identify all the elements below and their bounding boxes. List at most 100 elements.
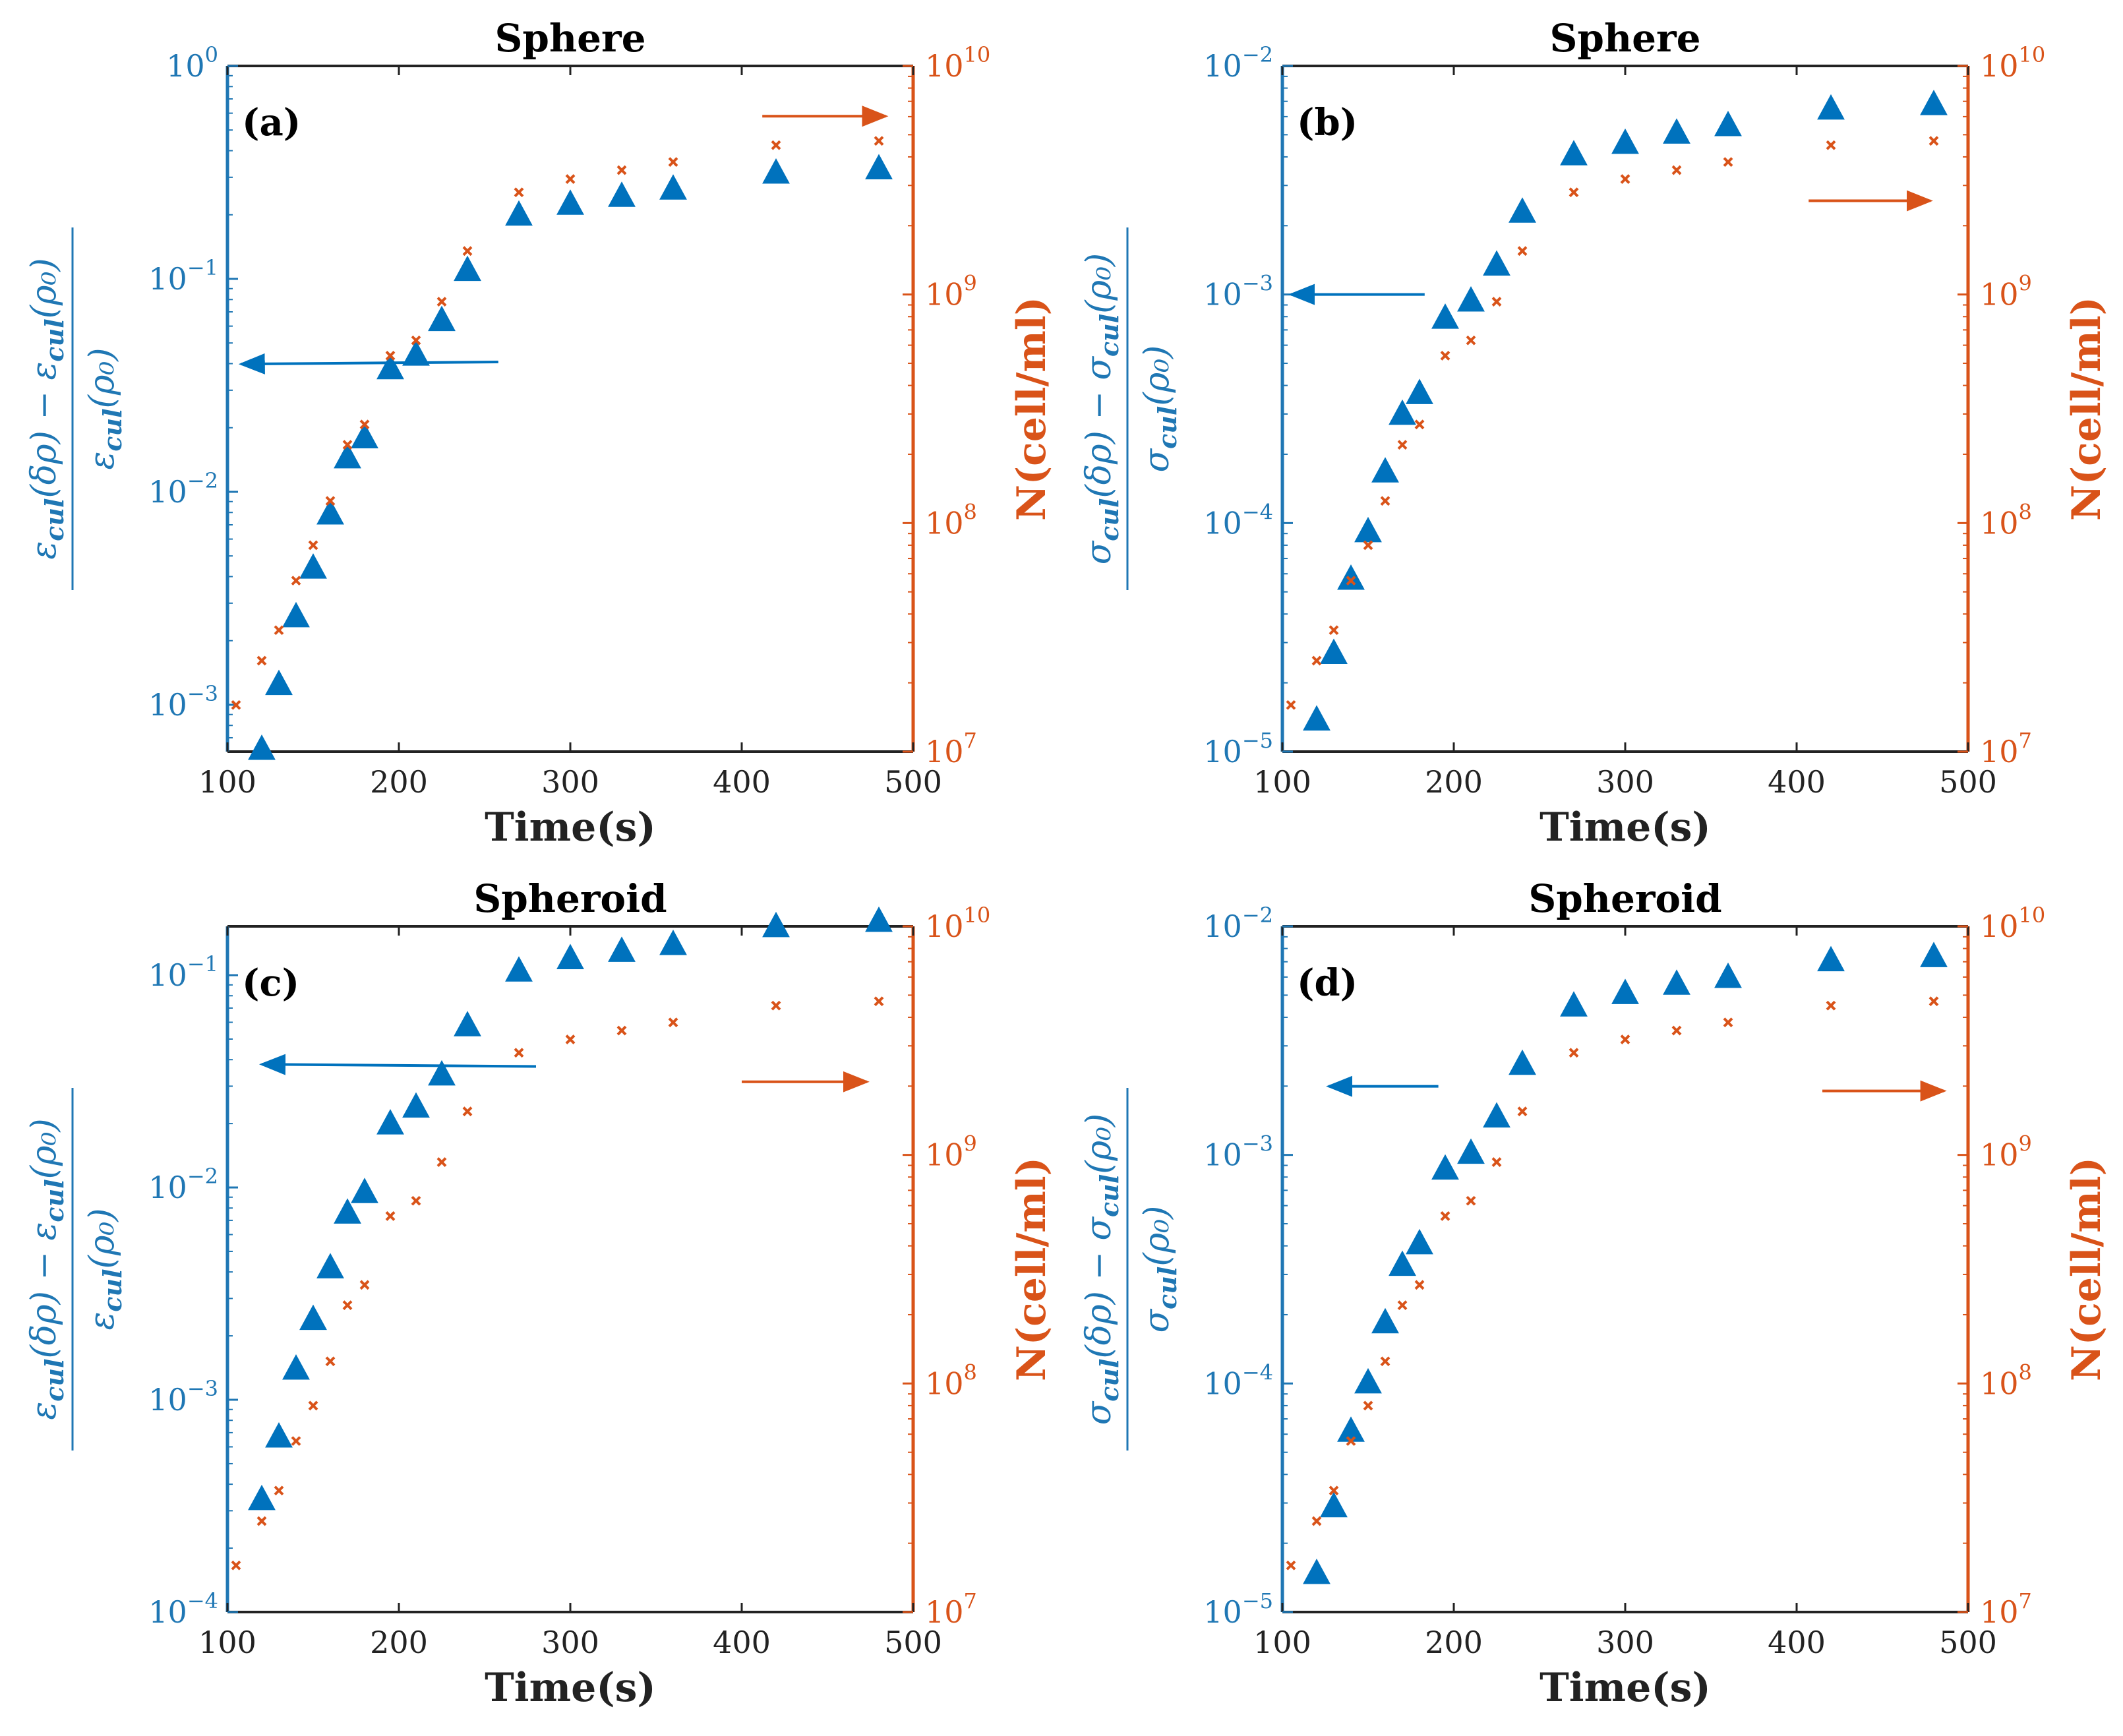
data-point-triangle — [1920, 90, 1948, 115]
data-point-triangle — [1483, 1102, 1510, 1128]
y-right-tick-label: 1010 — [925, 42, 990, 84]
y-axis-label-right: N(cell/ml) — [2064, 297, 2110, 521]
data-point-cross — [1329, 625, 1339, 636]
data-point-triangle — [1337, 1416, 1365, 1442]
data-point-triangle — [248, 1484, 276, 1511]
data-point-cross — [231, 700, 241, 710]
data-point-triangle — [1303, 705, 1331, 731]
data-point-triangle — [299, 553, 327, 579]
y-right-tick-label: 108 — [1980, 499, 2032, 541]
data-point-cross — [668, 157, 678, 167]
data-point-cross — [514, 187, 524, 198]
x-axis-label: Time(s) — [1540, 1665, 1711, 1711]
y-label-numerator: σcul(δρ) − σcul(ρ₀) — [1079, 1114, 1124, 1425]
y-left-tick-label: 10−1 — [148, 951, 218, 993]
x-tick-label: 500 — [884, 764, 942, 800]
data-point-triangle — [505, 200, 533, 226]
x-tick-label: 200 — [370, 1625, 428, 1660]
data-point-cross — [231, 1560, 241, 1571]
data-point-triangle — [556, 943, 584, 970]
data-point-cross — [1671, 165, 1682, 175]
data-point-triangle — [454, 255, 481, 282]
panel-label: (a) — [242, 101, 301, 144]
y-label-denominator: εcul(ρ₀) — [82, 1208, 127, 1330]
data-point-cross — [1363, 1400, 1373, 1411]
x-tick-label: 400 — [1768, 1625, 1826, 1660]
data-point-cross — [1491, 297, 1502, 307]
data-point-triangle — [428, 305, 456, 332]
data-point-cross — [359, 1280, 370, 1290]
x-tick-label: 200 — [370, 764, 428, 800]
y-label-numerator: εcul(δρ) − εcul(ρ₀) — [24, 1118, 69, 1420]
data-point-cross — [436, 297, 447, 307]
y-right-tick-label: 107 — [1980, 728, 2032, 769]
data-point-triangle — [265, 1422, 293, 1448]
left-axis-arrow — [238, 353, 498, 374]
panel-3: 100 200 300 400 500 10−1 10−2 10−3 10−4 107 108 109… — [24, 876, 1055, 1711]
panel-label: (b) — [1297, 101, 1358, 144]
x-tick-label: 400 — [1768, 764, 1826, 800]
data-point-triangle — [248, 734, 276, 760]
data-point-triangle — [402, 340, 430, 366]
y-axis-label-right: N(cell/ml) — [2064, 1157, 2110, 1381]
data-point-cross — [325, 1356, 336, 1367]
x-tick-label: 200 — [1425, 1625, 1483, 1660]
data-point-triangle — [1714, 962, 1742, 988]
data-point-triangle — [659, 174, 687, 200]
data-point-cross — [1723, 1017, 1733, 1028]
y-right-tick-label: 1010 — [1980, 42, 2045, 84]
data-point-cross — [436, 1157, 447, 1168]
data-point-cross — [1569, 187, 1579, 198]
data-point-cross — [385, 1211, 396, 1221]
data-point-triangle — [556, 189, 584, 215]
data-point-triangle — [334, 442, 361, 469]
data-point-triangle — [282, 601, 310, 628]
y-label-denominator: σcul(ρ₀) — [1137, 345, 1182, 473]
data-point-triangle — [1714, 111, 1742, 136]
left-axis-arrow — [259, 1054, 537, 1075]
y-axis-label-left: εcul(δρ) − εcul(ρ₀) εcul(ρ₀) — [24, 227, 127, 590]
data-point-cross — [1311, 655, 1322, 666]
panel-4: 100 200 300 400 500 10−2 10−3 10−4 10−5 107 108 109… — [1079, 876, 2110, 1711]
data-point-cross — [411, 335, 421, 345]
data-point-triangle — [1337, 564, 1365, 590]
x-tick-label: 100 — [1253, 764, 1311, 800]
data-point-cross — [1363, 540, 1373, 551]
data-point-triangle — [316, 499, 344, 525]
y-axis-label-left: σcul(δρ) − σcul(ρ₀) σcul(ρ₀) — [1079, 227, 1182, 590]
data-point-cross — [1346, 576, 1356, 586]
data-point-cross — [359, 419, 370, 430]
data-point-cross — [274, 1485, 284, 1496]
x-axis-label: Time(s) — [485, 1665, 656, 1711]
y-left-tick-label: 10−4 — [148, 1588, 218, 1630]
data-point-cross — [1826, 140, 1836, 150]
data-point-cross — [342, 1300, 353, 1311]
y-right-tick-label: 109 — [925, 1131, 977, 1173]
data-point-cross — [668, 1017, 678, 1028]
y-left-tick-label: 10−4 — [1203, 1360, 1273, 1401]
data-point-triangle — [1457, 285, 1485, 312]
data-point-triangle — [376, 353, 404, 380]
data-point-triangle — [1663, 118, 1690, 144]
data-point-triangle — [1431, 1154, 1459, 1180]
data-point-cross — [308, 1400, 318, 1411]
y-left-tick-label: 10−3 — [1203, 1131, 1273, 1173]
panel-title: Sphere — [495, 16, 646, 61]
data-point-triangle — [454, 1011, 481, 1036]
y-right-tick-label: 1010 — [1980, 903, 2045, 944]
data-point-triangle — [659, 930, 687, 955]
data-point-triangle — [1371, 1307, 1399, 1334]
panel-title: Spheroid — [473, 876, 667, 921]
data-point-triangle — [1560, 991, 1588, 1017]
y-left-tick-label: 10−2 — [148, 468, 218, 510]
panel-label: (d) — [1297, 961, 1358, 1005]
data-point-triangle — [1303, 1558, 1331, 1584]
y-label-denominator: σcul(ρ₀) — [1137, 1206, 1182, 1333]
data-point-triangle — [762, 911, 790, 938]
data-point-cross — [616, 165, 627, 175]
data-point-cross — [462, 246, 473, 256]
y-left-tick-label: 10−3 — [1203, 271, 1273, 313]
data-point-triangle — [1320, 1491, 1348, 1518]
x-tick-label: 200 — [1425, 764, 1483, 800]
